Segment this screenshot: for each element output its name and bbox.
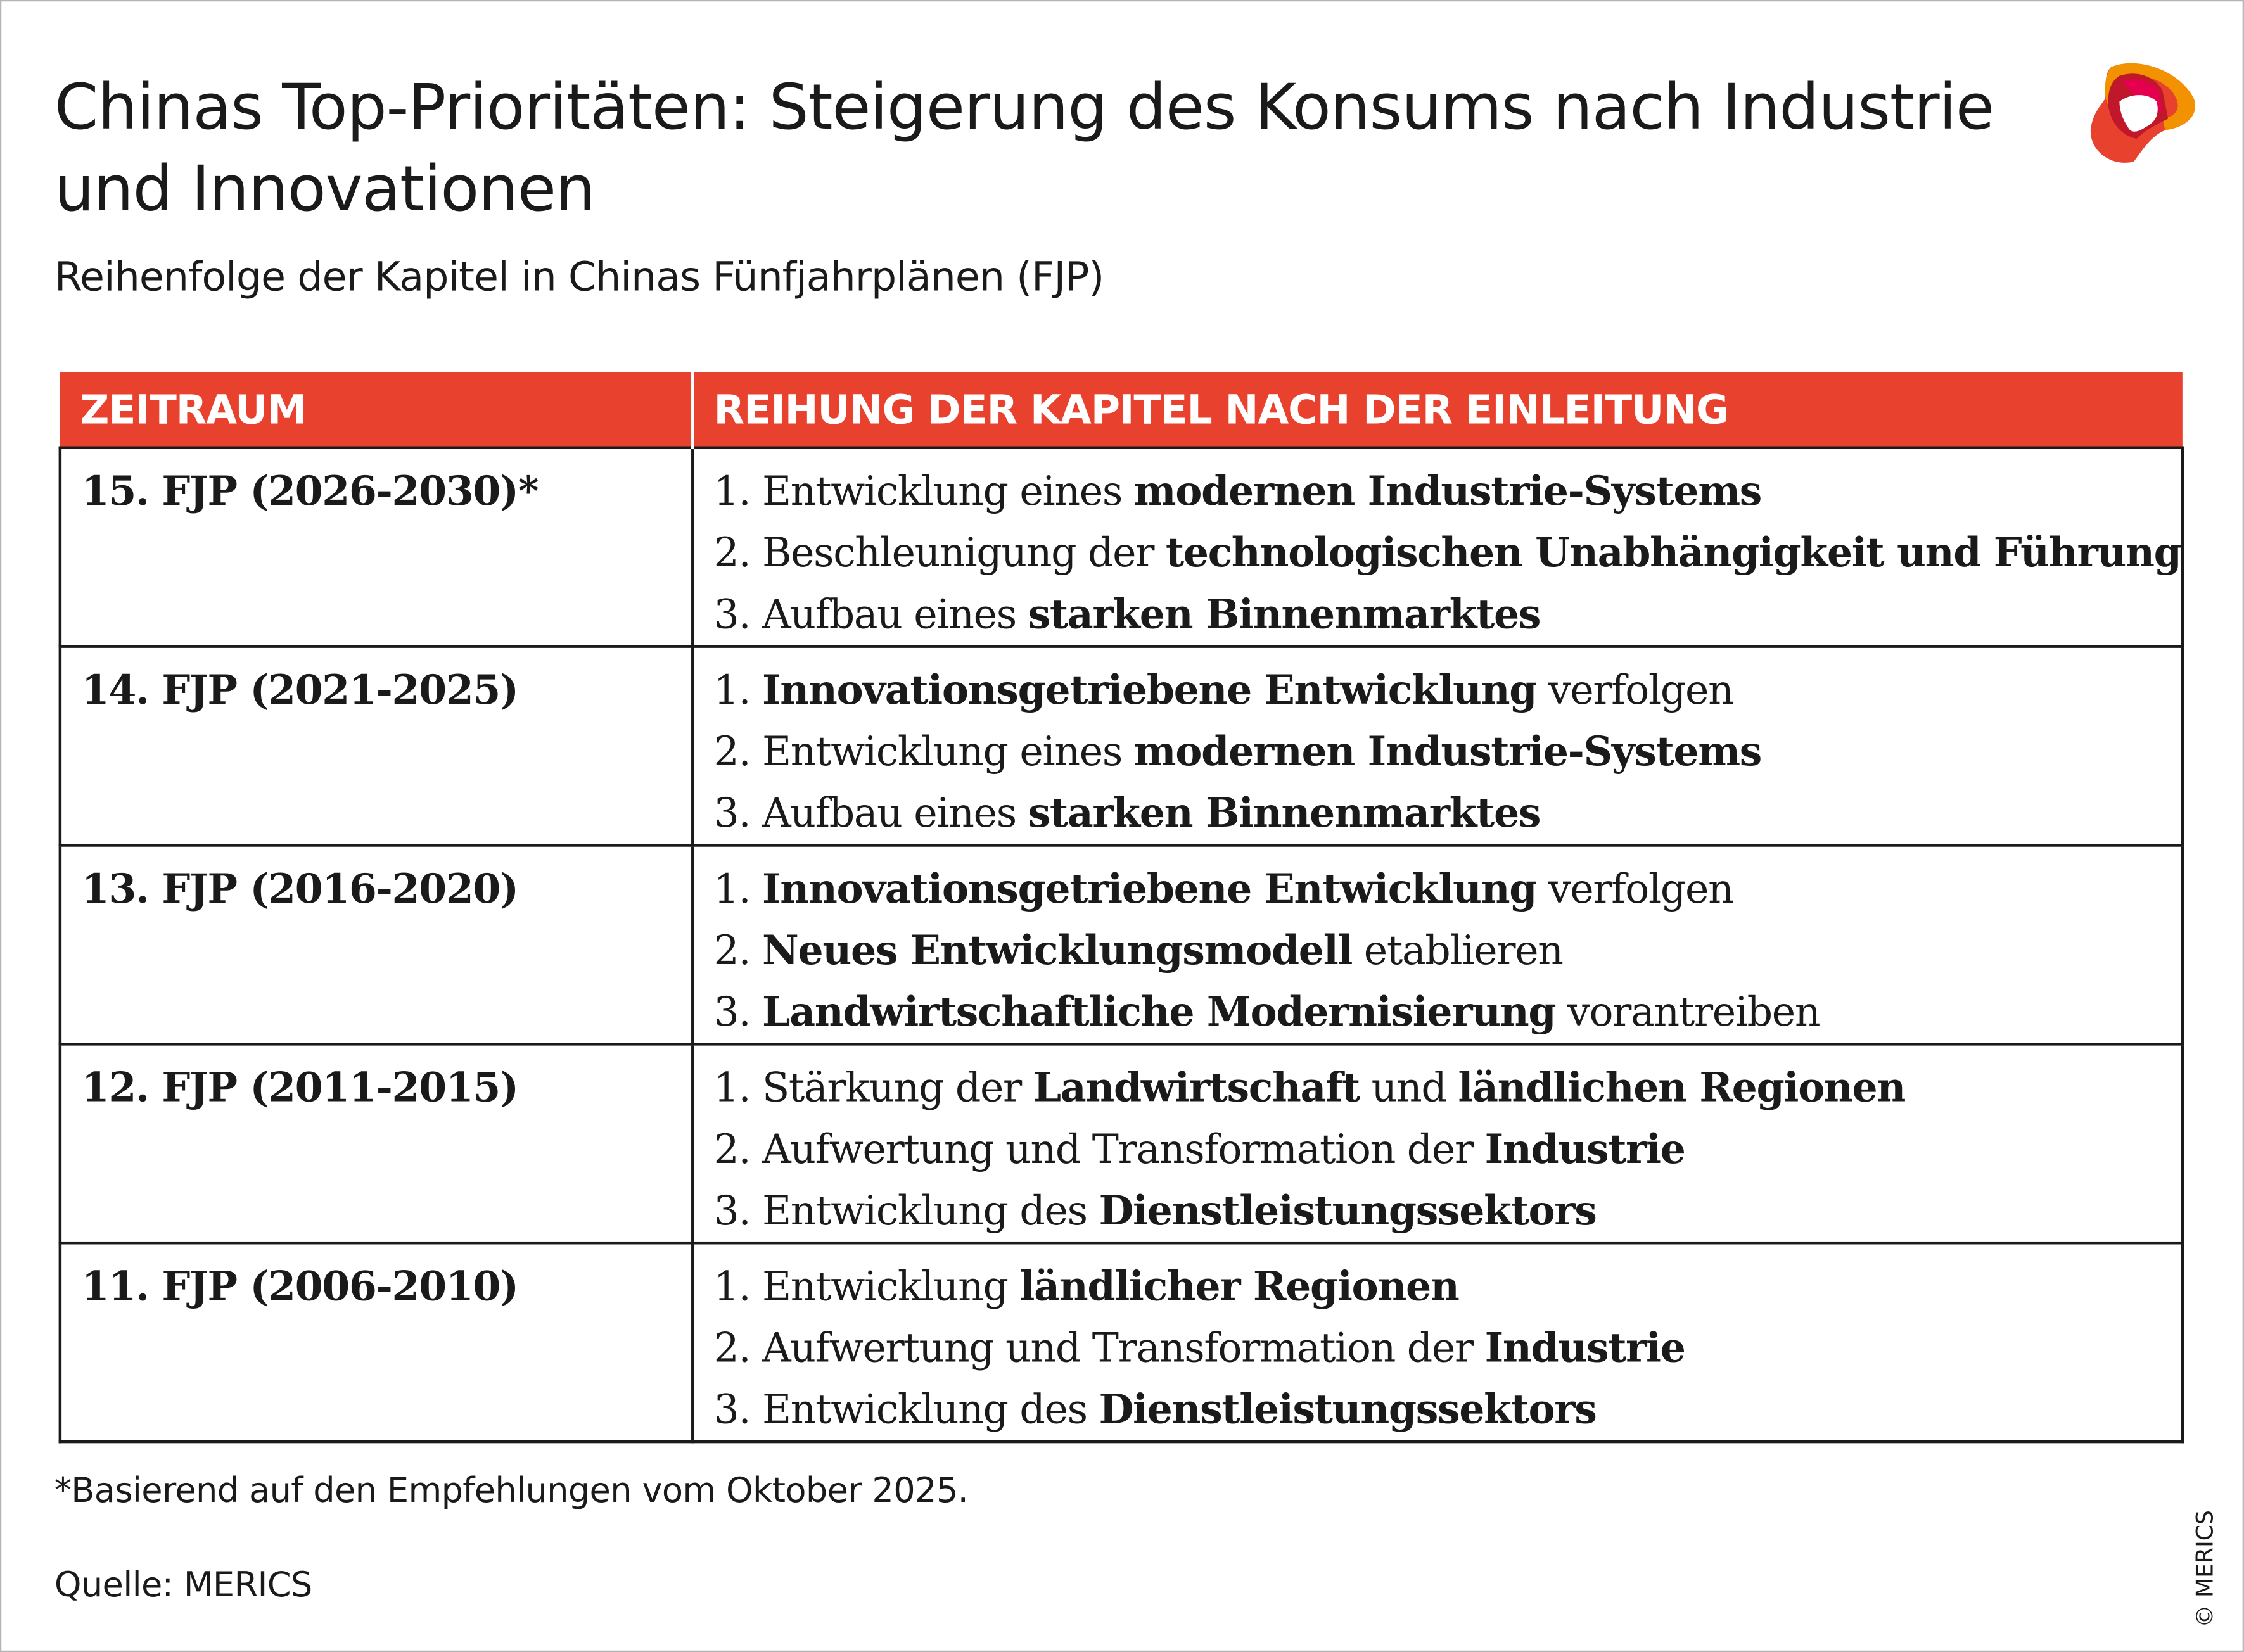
- chapter-text-bold: modernen Industrie-Systems: [1133, 728, 1763, 775]
- chapter-text: 3. Aufbau eines: [713, 789, 1028, 837]
- chapter-item: 1. Stärkung der Landwirtschaft und ländl…: [714, 1057, 2181, 1119]
- period-cell: 12. FJP (2011-2015): [58, 1043, 694, 1245]
- chapter-item: 1. Entwicklung ländlicher Regionen: [714, 1256, 2181, 1318]
- period-cell: 13. FJP (2016-2020): [58, 844, 694, 1046]
- chapter-text: 2. Beschleunigung der: [713, 529, 1166, 576]
- table-row: 13. FJP (2016-2020) 1. Innovationsgetrieb…: [58, 844, 2184, 1046]
- chapter-text: 1. Stärkung der: [713, 1064, 1033, 1112]
- chapter-text-bold: ländlicher Regionen: [1019, 1262, 1459, 1311]
- merics-logo-icon: [2090, 63, 2195, 163]
- chapter-item: 2. Beschleunigung der technologischen Un…: [713, 522, 2182, 583]
- chapter-text-bold: ländlichen Regionen: [1458, 1064, 1906, 1112]
- chapter-text-bold: starken Binnenmarktes: [1028, 789, 1541, 837]
- chapter-text-bold: Innovationsgetriebene Entwicklung: [762, 666, 1538, 714]
- fjp-table: ZEITRAUM REIHUNG DER KAPITEL NACH DER EI…: [58, 372, 2184, 1444]
- chapter-text: vorantreiben: [1555, 988, 1821, 1036]
- period-cell: 14. FJP (2021-2025): [58, 645, 694, 847]
- chapter-item: 3. Aufbau eines starken Binnenmarktes: [714, 583, 2181, 645]
- chapter-item: 2. Neues Entwicklungsmodell etablieren: [714, 920, 2181, 981]
- copyright: © MERICS: [2191, 1510, 2219, 1628]
- table-row: 14. FJP (2021-2025) 1. Innovationsgetrieb…: [58, 645, 2184, 847]
- chapters-cell: 1. Stärkung der Landwirtschaft und ländl…: [691, 1043, 2184, 1245]
- chapter-item: 1. Entwicklung eines modernen Industrie-…: [714, 461, 2181, 522]
- chapter-text: 3. Entwicklung des: [713, 1386, 1099, 1433]
- chapter-item: 3. Aufbau eines starken Binnenmarktes: [714, 782, 2181, 844]
- chapter-text-bold: Dienstleistungssektors: [1099, 1187, 1597, 1235]
- chapter-item: 2. Entwicklung eines modernen Industrie-…: [714, 721, 2181, 782]
- chapter-item: 3. Entwicklung des Dienstleistungssektor…: [714, 1379, 2181, 1440]
- chapter-text: 2. Aufwertung und Transformation der: [713, 1324, 1485, 1372]
- chapter-text-bold: Neues Entwicklungsmodell: [762, 927, 1353, 974]
- chapter-text: 2. Entwicklung eines: [713, 728, 1134, 775]
- chapter-item: 2. Aufwertung und Transformation der Ind…: [714, 1318, 2181, 1379]
- subtitle: Reihenfolge der Kapitel in Chinas Fünfja…: [54, 253, 1104, 301]
- chapter-item: 3. Landwirtschaftliche Modernisierung vo…: [714, 981, 2181, 1043]
- chapter-item: 3. Entwicklung des Dienstleistungssektor…: [714, 1180, 2181, 1242]
- chapter-text: 2.: [713, 927, 762, 974]
- source-note: Quelle: MERICS: [54, 1565, 313, 1605]
- column-header-chapters: REIHUNG DER KAPITEL NACH DER EINLEITUNG: [691, 372, 2183, 448]
- chapter-text-bold: Landwirtschaftliche Modernisierung: [762, 988, 1557, 1036]
- chapter-text: 3. Aufbau eines: [713, 590, 1028, 639]
- table-row: 12. FJP (2011-2015) 1. Stärkung der Landw…: [58, 1043, 2184, 1245]
- chapters-cell: 1. Entwicklung ländlicher Regionen 2. Auf…: [691, 1241, 2184, 1444]
- chapter-text: verfolgen: [1536, 865, 1734, 913]
- footnote: *Basierend auf den Empfehlungen vom Okto…: [54, 1470, 969, 1511]
- chapter-text: 1. Entwicklung eines: [713, 467, 1134, 515]
- chapter-text-bold: technologischen Unabhängigkeit und Führu…: [1165, 529, 2182, 576]
- chapter-text: verfolgen: [1536, 666, 1734, 714]
- chapter-text: und: [1359, 1064, 1458, 1112]
- chapter-text: 1.: [713, 865, 762, 913]
- column-header-period: ZEITRAUM: [60, 372, 692, 448]
- chapter-text: 1. Entwicklung: [713, 1262, 1020, 1311]
- page-title: Chinas Top-Prioritäten: Steigerung des K…: [54, 71, 1994, 226]
- chapters-cell: 1. Innovationsgetriebene Entwicklung ver…: [691, 645, 2184, 847]
- chapter-text: etablieren: [1352, 927, 1564, 974]
- chapter-text-bold: Industrie: [1484, 1324, 1686, 1372]
- chapter-text-bold: Dienstleistungssektors: [1099, 1386, 1597, 1433]
- chapter-text: 1.: [713, 666, 762, 714]
- chapter-text-bold: starken Binnenmarktes: [1028, 590, 1541, 639]
- period-cell: 15. FJP (2026-2030)*: [58, 446, 694, 648]
- chapters-cell: 1. Innovationsgetriebene Entwicklung ver…: [691, 844, 2184, 1046]
- table-row: 15. FJP (2026-2030)* 1. Entwicklung eines…: [58, 446, 2184, 648]
- chapter-item: 1. Innovationsgetriebene Entwicklung ver…: [714, 858, 2181, 920]
- period-cell: 11. FJP (2006-2010): [58, 1241, 694, 1444]
- table-row: 11. FJP (2006-2010) 1. Entwicklung ländli…: [58, 1241, 2184, 1444]
- chapter-text: 3. Entwicklung des: [713, 1187, 1099, 1235]
- chapter-text-bold: Landwirtschaft: [1033, 1064, 1361, 1112]
- chapters-cell: 1. Entwicklung eines modernen Industrie-…: [691, 446, 2184, 648]
- chapter-text-bold: Innovationsgetriebene Entwicklung: [762, 865, 1538, 913]
- chapter-text-bold: Industrie: [1484, 1126, 1686, 1173]
- chapter-text-bold: modernen Industrie-Systems: [1133, 467, 1763, 515]
- chapter-text: 2. Aufwertung und Transformation der: [713, 1126, 1485, 1173]
- chapter-item: 1. Innovationsgetriebene Entwicklung ver…: [714, 659, 2181, 721]
- chapter-item: 2. Aufwertung und Transformation der Ind…: [714, 1119, 2181, 1180]
- chapter-text: 3.: [713, 988, 762, 1036]
